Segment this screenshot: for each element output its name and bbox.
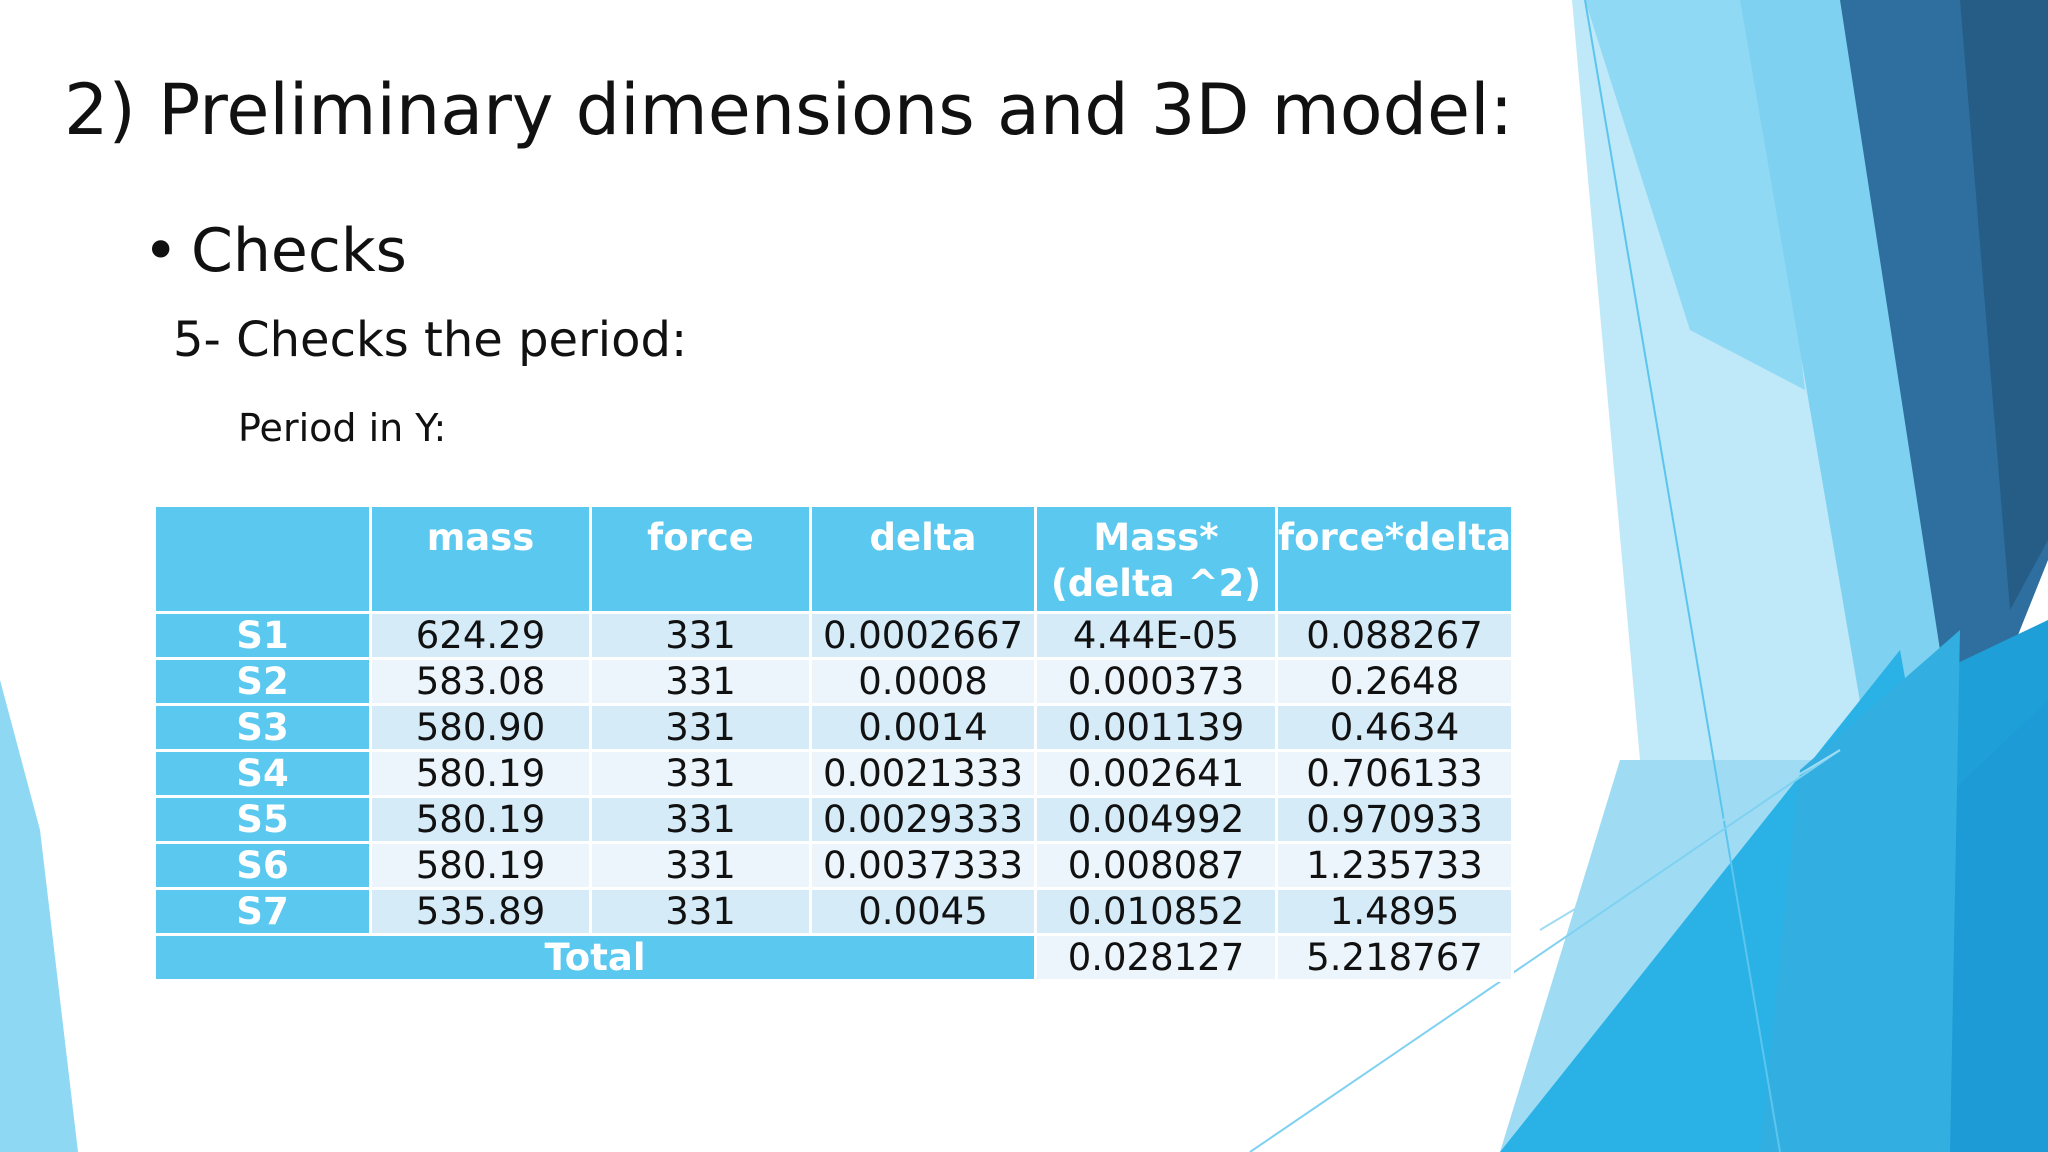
cell-mass: 580.19 [369, 841, 592, 890]
cell-mass-delta2: 0.008087 [1034, 841, 1278, 890]
cell-delta: 0.0037333 [809, 841, 1037, 890]
cell-delta: 0.0021333 [809, 749, 1037, 798]
table-row: S2 583.08 331 0.0008 0.000373 0.2648 [153, 657, 1515, 706]
subheading: 5- Checks the period: [173, 312, 688, 368]
cell-force-delta: 0.2648 [1274, 657, 1515, 706]
left-edge-shape [0, 680, 78, 1152]
row-label: S1 [153, 611, 372, 660]
cell-force: 331 [589, 657, 812, 706]
table-caption: Period in Y: [238, 406, 447, 450]
table-row: S4 580.19 331 0.0021333 0.002641 0.70613… [153, 749, 1515, 798]
table-row: S3 580.90 331 0.0014 0.001139 0.4634 [153, 703, 1515, 752]
cell-mass: 580.19 [369, 749, 592, 798]
cell-mass: 580.19 [369, 795, 592, 844]
cell-mass-delta2: 4.44E-05 [1034, 611, 1278, 660]
total-force-delta: 5.218767 [1274, 933, 1515, 982]
header-cell-corner [153, 504, 372, 614]
slide-title: 2) Preliminary dimensions and 3D model: [64, 69, 1514, 151]
right-lighter-shape [1585, 0, 1805, 390]
row-label: S5 [153, 795, 372, 844]
cell-mass-delta2: 0.001139 [1034, 703, 1278, 752]
cell-force: 331 [589, 611, 812, 660]
right-darkest-strip [1960, 0, 2048, 610]
table-header-row: mass force delta Mass*(delta ^2) force*d… [153, 504, 1515, 614]
cell-force: 331 [589, 703, 812, 752]
thin-line-3 [1539, 749, 1841, 931]
cell-mass-delta2: 0.002641 [1034, 749, 1278, 798]
row-label: S2 [153, 657, 372, 706]
header-cell-force: force [589, 504, 812, 614]
period-table: mass force delta Mass*(delta ^2) force*d… [153, 504, 1515, 982]
row-label: S4 [153, 749, 372, 798]
cell-mass-delta2: 0.000373 [1034, 657, 1278, 706]
bullet-text: Checks [191, 216, 407, 286]
cell-delta: 0.0008 [809, 657, 1037, 706]
row-label: S6 [153, 841, 372, 890]
cell-force-delta: 0.706133 [1274, 749, 1515, 798]
header-cell-mass: mass [369, 504, 592, 614]
cell-delta: 0.0045 [809, 887, 1037, 936]
table-row: S6 580.19 331 0.0037333 0.008087 1.23573… [153, 841, 1515, 890]
table-row: S7 535.89 331 0.0045 0.010852 1.4895 [153, 887, 1515, 936]
header-cell-mass-delta2: Mass*(delta ^2) [1034, 504, 1278, 614]
cell-force-delta: 0.088267 [1274, 611, 1515, 660]
cell-force: 331 [589, 841, 812, 890]
cell-force: 331 [589, 887, 812, 936]
header-cell-force-delta: force*delta [1274, 504, 1515, 614]
cell-mass: 583.08 [369, 657, 592, 706]
total-row: Total 0.028127 5.218767 [153, 933, 1515, 982]
row-label: S7 [153, 887, 372, 936]
header-cell-delta: delta [809, 504, 1037, 614]
thin-line-2 [1249, 749, 1841, 1152]
bullet-dot-icon: • [143, 216, 179, 286]
cell-force: 331 [589, 795, 812, 844]
row-label: S3 [153, 703, 372, 752]
cell-delta: 0.0002667 [809, 611, 1037, 660]
cell-mass: 580.90 [369, 703, 592, 752]
table-row: S1 624.29 331 0.0002667 4.44E-05 0.08826… [153, 611, 1515, 660]
cell-mass: 624.29 [369, 611, 592, 660]
total-label: Total [153, 933, 1037, 982]
table-row: S5 580.19 331 0.0029333 0.004992 0.97093… [153, 795, 1515, 844]
cell-force-delta: 1.4895 [1274, 887, 1515, 936]
cell-mass: 535.89 [369, 887, 592, 936]
cell-force-delta: 0.4634 [1274, 703, 1515, 752]
mid-accent-wedge [1760, 630, 1960, 1152]
bullet-item: • Checks [143, 215, 407, 287]
cell-mass-delta2: 0.004992 [1034, 795, 1278, 844]
cell-force-delta: 0.970933 [1274, 795, 1515, 844]
cell-delta: 0.0029333 [809, 795, 1037, 844]
thin-line-1 [1584, 0, 1781, 1152]
cell-force-delta: 1.235733 [1274, 841, 1515, 890]
cell-mass-delta2: 0.010852 [1034, 887, 1278, 936]
cell-force: 331 [589, 749, 812, 798]
total-mass-delta2: 0.028127 [1034, 933, 1278, 982]
cell-delta: 0.0014 [809, 703, 1037, 752]
